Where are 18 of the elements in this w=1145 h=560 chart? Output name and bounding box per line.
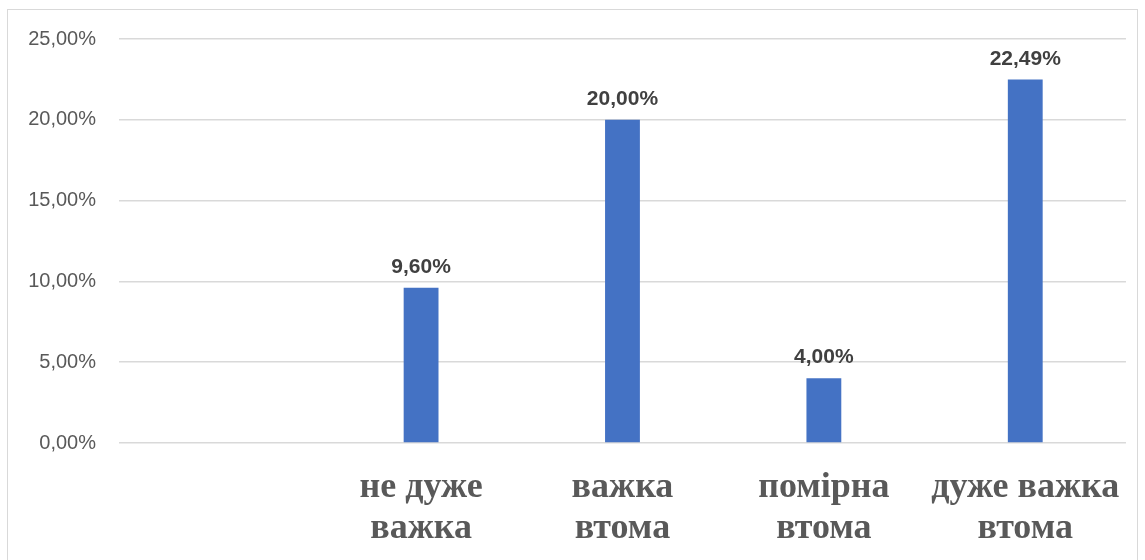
bar — [605, 119, 640, 443]
y-tick-label: 15,00% — [28, 188, 97, 211]
data-label: 4,00% — [794, 344, 854, 368]
data-label: 9,60% — [391, 253, 452, 277]
data-label: 20,00% — [586, 85, 659, 109]
bar — [403, 287, 439, 443]
y-tick-label: 10,00% — [28, 268, 97, 291]
bar — [806, 378, 842, 443]
bar — [1007, 79, 1043, 443]
y-tick-label: 5,00% — [39, 349, 97, 372]
y-tick-label: 25,00% — [28, 26, 97, 49]
y-tick-label: 20,00% — [28, 107, 97, 130]
data-label: 22,49% — [989, 45, 1062, 69]
x-tick-label: важка втома — [571, 465, 674, 547]
x-tick-label: дуже важка втома — [931, 465, 1120, 547]
x-tick-label: не дуже важка — [359, 465, 483, 547]
x-tick-label: помірна втома — [758, 465, 890, 547]
y-tick-label: 0,00% — [39, 430, 97, 453]
